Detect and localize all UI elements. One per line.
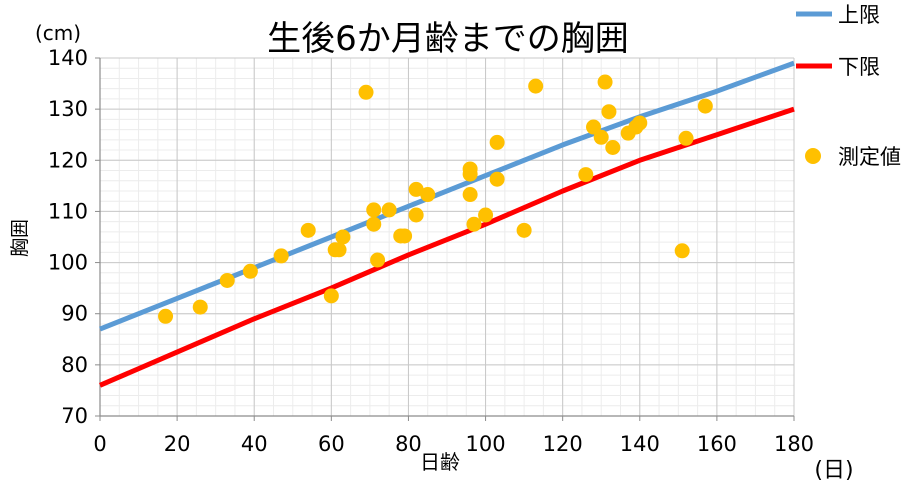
x-tick-label: 140 xyxy=(620,432,660,456)
x-tick-label: 40 xyxy=(241,432,268,456)
data-point xyxy=(273,248,289,264)
data-point xyxy=(366,202,382,218)
x-tick-label: 20 xyxy=(164,432,191,456)
data-point xyxy=(586,119,602,135)
data-point xyxy=(489,171,505,187)
data-point xyxy=(192,299,208,315)
y-axis-unit: (cm) xyxy=(35,21,81,45)
data-point xyxy=(158,308,174,324)
data-point xyxy=(397,228,413,244)
x-axis-label: 日齢 xyxy=(420,450,460,474)
y-tick-label: 70 xyxy=(61,404,88,428)
axes xyxy=(95,57,795,421)
y-tick-label: 120 xyxy=(48,148,88,172)
y-tick-label: 110 xyxy=(48,199,88,223)
chart-title: 生後6か月齢までの胸囲 xyxy=(267,19,629,59)
series-lines xyxy=(99,60,795,388)
data-point xyxy=(219,272,235,288)
y-tick-label: 130 xyxy=(48,97,88,121)
x-axis-unit: (日) xyxy=(814,458,853,483)
data-point xyxy=(408,181,424,197)
data-point xyxy=(632,115,648,131)
x-tick-label: 0 xyxy=(93,432,106,456)
data-point xyxy=(462,161,478,177)
legend-point-marker xyxy=(805,148,821,164)
y-tick-label: 100 xyxy=(48,251,88,275)
data-point xyxy=(408,207,424,223)
data-point xyxy=(678,130,694,146)
data-point xyxy=(366,216,382,232)
data-point xyxy=(420,187,436,203)
data-point xyxy=(323,288,339,304)
data-point xyxy=(466,216,482,232)
scatter-points xyxy=(158,74,713,324)
series-line xyxy=(99,106,795,388)
x-tick-label: 80 xyxy=(395,432,422,456)
data-point xyxy=(578,167,594,183)
data-point xyxy=(597,74,613,90)
data-point xyxy=(358,84,374,100)
data-point xyxy=(478,207,494,223)
data-point xyxy=(674,243,690,259)
data-point xyxy=(489,134,505,150)
data-point xyxy=(331,242,347,258)
tick-labels: 0 20 40 60 80 100 120 140 160 180 70 80 90 100 110 120 1… xyxy=(48,46,814,456)
data-point xyxy=(462,187,478,203)
data-point xyxy=(697,98,713,114)
x-tick-label: 60 xyxy=(318,432,345,456)
y-tick-label: 80 xyxy=(61,353,88,377)
data-point xyxy=(242,263,258,279)
data-point xyxy=(605,140,621,155)
y-axis-label: 胸囲 xyxy=(9,219,31,257)
x-tick-label: 120 xyxy=(543,432,583,456)
legend-label: 下限 xyxy=(838,55,880,79)
x-tick-label: 180 xyxy=(774,432,814,456)
data-point xyxy=(593,129,609,145)
x-tick-label: 100 xyxy=(466,432,506,456)
legend-label: 測定値 xyxy=(838,145,901,169)
data-point xyxy=(381,202,397,218)
data-point xyxy=(528,78,544,94)
y-tick-label: 140 xyxy=(48,46,88,70)
legend-label: 上限 xyxy=(838,3,880,27)
data-point xyxy=(335,229,351,245)
data-point xyxy=(300,222,316,238)
data-point xyxy=(370,252,386,268)
data-point xyxy=(601,104,617,120)
y-tick-label: 90 xyxy=(61,302,88,326)
data-point xyxy=(516,222,532,238)
series-line xyxy=(99,60,795,332)
x-tick-label: 160 xyxy=(697,432,737,456)
